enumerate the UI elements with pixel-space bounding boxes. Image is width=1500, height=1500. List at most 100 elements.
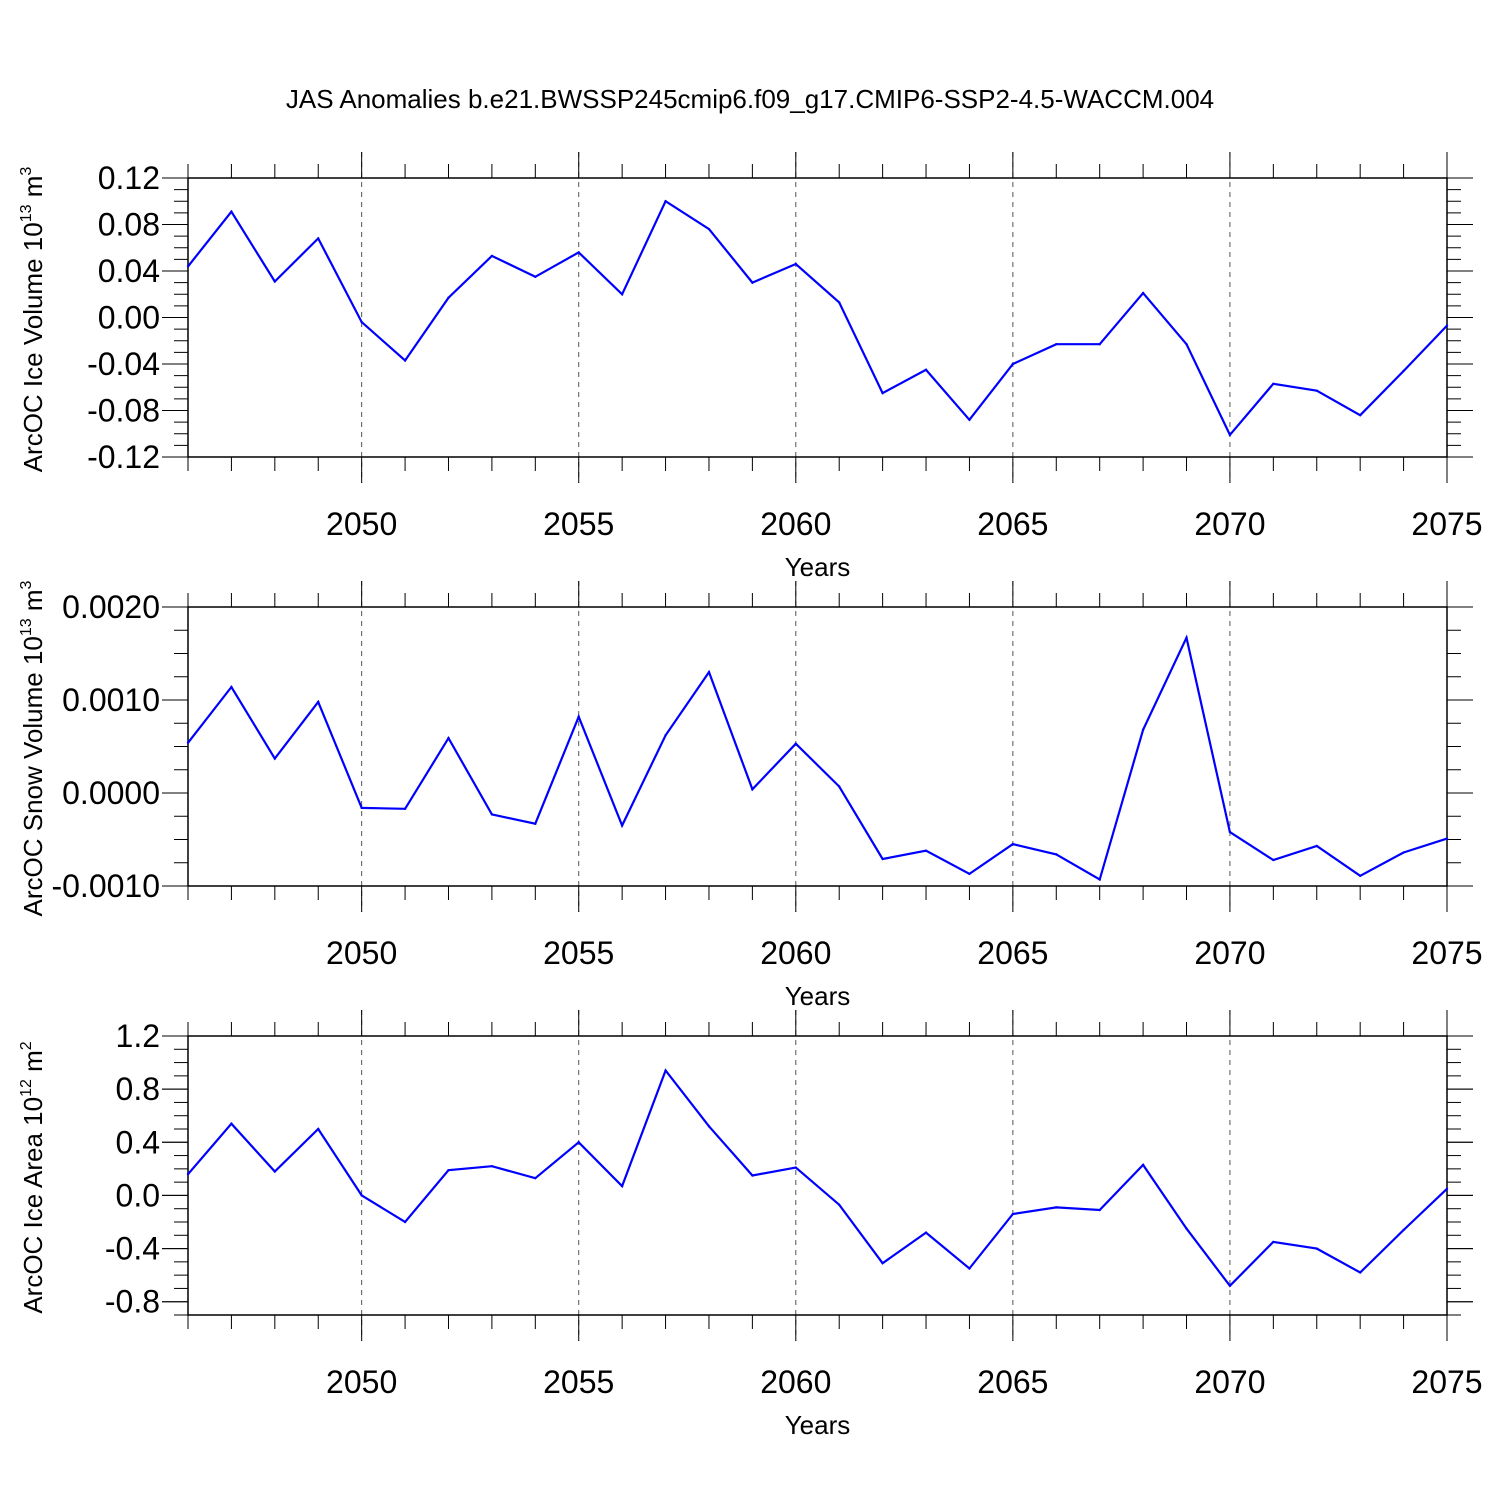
data-point	[1315, 1247, 1318, 1250]
data-point	[838, 785, 841, 788]
y-tick-label: -0.12	[87, 439, 160, 475]
data-point	[1141, 1163, 1145, 1167]
data-point	[924, 849, 928, 852]
data-point	[490, 813, 494, 816]
data-point	[534, 1176, 537, 1180]
data-point	[447, 736, 450, 740]
data-point	[968, 1267, 971, 1270]
data-point	[534, 822, 537, 825]
data-point	[490, 1165, 494, 1168]
x-tick-label: 2060	[760, 1364, 831, 1400]
data-point	[881, 391, 884, 395]
x-tick-label: 2070	[1194, 935, 1265, 971]
data-point	[403, 807, 407, 811]
x-axis-label: Years	[785, 981, 851, 1011]
y-tick-label: -0.04	[87, 346, 160, 382]
data-point	[1055, 853, 1058, 856]
data-point	[577, 251, 580, 254]
data-point	[707, 1125, 711, 1128]
data-point	[1402, 851, 1405, 854]
plot-frame	[187, 606, 1448, 887]
y-axis-label: ArcOC Ice Area 1012 m2	[18, 1041, 48, 1313]
series-line	[187, 199, 1448, 437]
x-tick-label: 2075	[1411, 935, 1482, 971]
data-point	[794, 1166, 797, 1169]
x-tick-label: 2055	[543, 935, 614, 971]
data-point	[794, 262, 797, 266]
data-point	[1445, 1187, 1449, 1190]
x-tick-label: 2055	[543, 1364, 614, 1400]
data-point	[1098, 1208, 1101, 1212]
data-point	[1272, 382, 1275, 385]
data-point	[1098, 343, 1101, 346]
data-point	[490, 254, 494, 258]
data-point	[317, 700, 320, 704]
data-point	[447, 1168, 450, 1172]
y-tick-label: -0.0010	[51, 868, 160, 904]
data-point	[620, 1184, 624, 1188]
data-point	[751, 1174, 754, 1177]
y-tick-label: 0.08	[98, 207, 160, 243]
data-point	[1315, 389, 1318, 392]
data-point	[1402, 1228, 1405, 1232]
y-tick-label: 0.4	[116, 1124, 160, 1160]
series-line	[187, 634, 1448, 882]
data-point	[230, 1122, 233, 1125]
data-point	[360, 806, 363, 810]
plot-frame	[187, 1035, 1448, 1316]
data-point	[577, 715, 580, 718]
data-point	[620, 824, 624, 827]
data-point	[186, 1172, 190, 1176]
data-point	[403, 359, 407, 362]
y-tick-label: -0.4	[105, 1231, 160, 1267]
chart-title: JAS Anomalies b.e21.BWSSP245cmip6.f09_g1…	[285, 84, 1215, 114]
data-point	[360, 1194, 363, 1197]
y-tick-label: 1.2	[116, 1018, 160, 1054]
data-point	[1011, 1212, 1015, 1216]
data-point	[1358, 413, 1362, 417]
data-point	[1228, 433, 1232, 437]
y-tick-label: 0.0010	[62, 682, 160, 718]
x-tick-label: 2055	[543, 506, 614, 542]
data-point	[447, 296, 450, 299]
data-point	[707, 670, 711, 674]
data-point	[881, 857, 884, 861]
data-point	[1358, 1271, 1362, 1274]
data-point	[751, 788, 754, 791]
data-point	[751, 281, 754, 284]
x-tick-label: 2065	[977, 506, 1048, 542]
data-point	[924, 368, 928, 372]
data-point	[230, 685, 233, 689]
data-point	[577, 1141, 580, 1144]
data-point	[534, 275, 537, 279]
y-tick-label: 0.8	[116, 1071, 160, 1107]
data-point	[403, 1220, 407, 1224]
x-axis-label: Years	[785, 552, 851, 582]
y-tick-label: 0.0	[116, 1177, 160, 1213]
data-point	[1272, 858, 1275, 862]
y-tick-label: 0.0000	[62, 775, 160, 811]
y-axis-label: ArcOC Ice Volume 1013 m3	[18, 167, 48, 473]
data-point	[1055, 343, 1058, 346]
data-point	[1445, 324, 1449, 327]
plot-frame	[187, 177, 1448, 458]
y-tick-label: 0.0020	[62, 589, 160, 625]
data-point	[664, 734, 667, 737]
x-tick-label: 2075	[1411, 506, 1482, 542]
x-tick-label: 2065	[977, 1364, 1048, 1400]
x-tick-label: 2050	[326, 1364, 397, 1400]
data-point	[1141, 291, 1145, 295]
data-point	[360, 320, 363, 324]
x-axis-label: Years	[785, 1410, 851, 1440]
data-point	[1358, 874, 1362, 877]
data-point	[273, 1170, 277, 1173]
data-point	[1185, 636, 1188, 639]
data-point	[186, 741, 190, 744]
data-point	[1185, 343, 1188, 346]
data-point	[838, 301, 841, 304]
x-tick-label: 2060	[760, 506, 831, 542]
data-point	[1228, 830, 1232, 834]
x-tick-label: 2050	[326, 935, 397, 971]
data-point	[924, 1231, 928, 1234]
